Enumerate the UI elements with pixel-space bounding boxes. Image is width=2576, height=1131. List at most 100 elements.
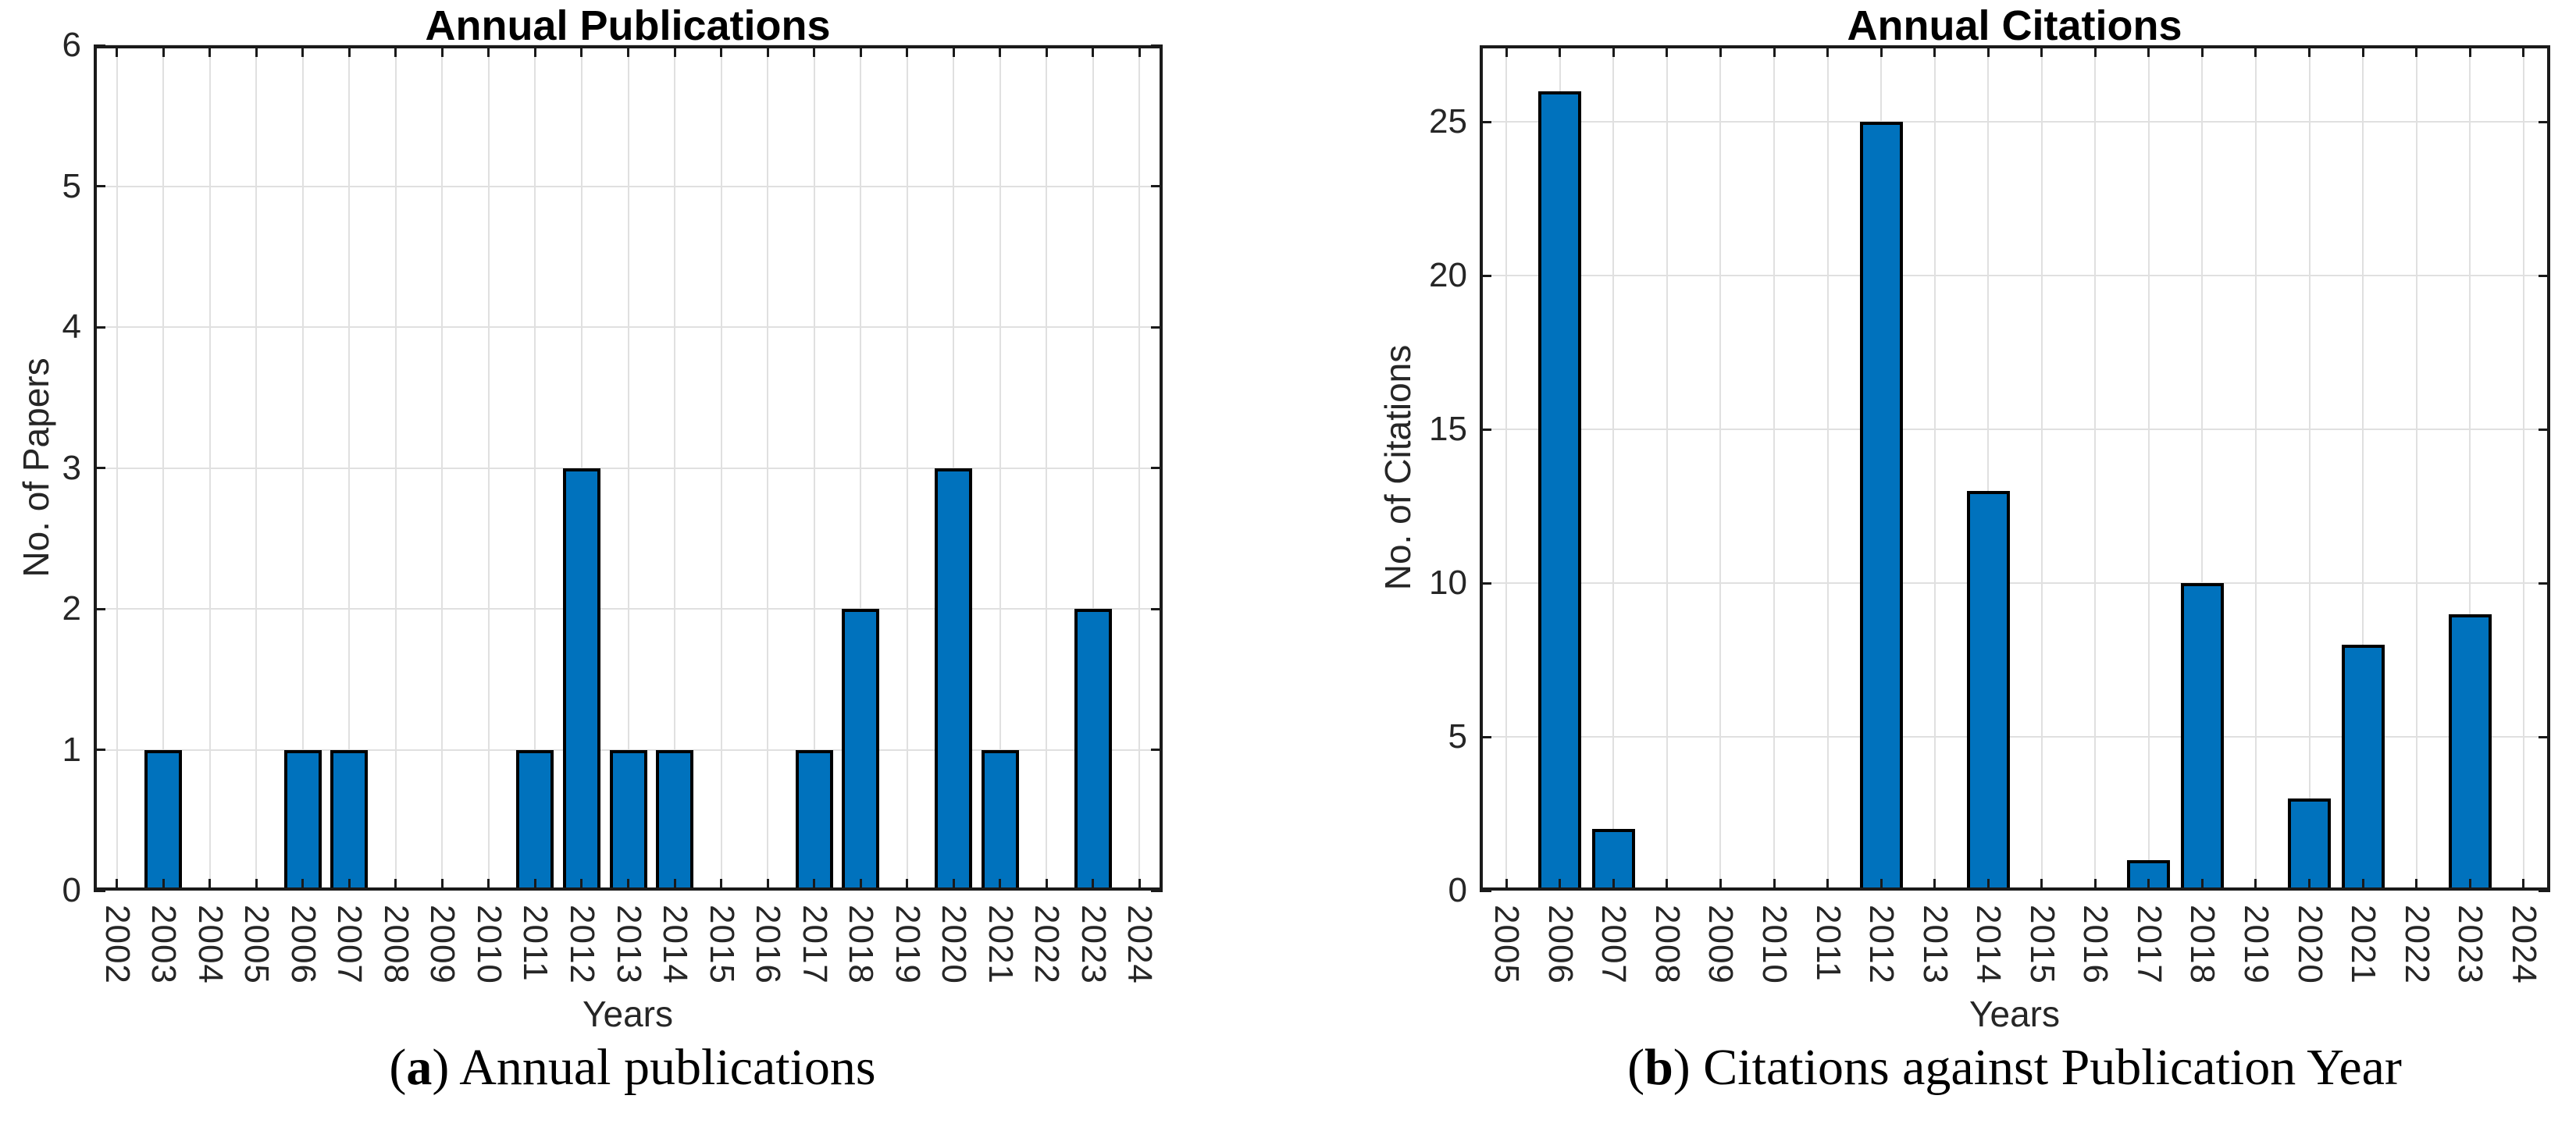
x-tick-mark xyxy=(673,45,676,57)
x-tick-mark xyxy=(2522,879,2525,891)
x-tick-mark xyxy=(952,879,955,891)
xtick-label-2010: 2010 xyxy=(1755,905,1794,984)
plot-area: 0 1 2 3 4 5 6 2002 2003 2004 2005 2006 2007 2008 2009 2… xyxy=(62,27,1163,984)
x-tick-mark xyxy=(1666,879,1669,891)
bar-2012 xyxy=(1859,122,1903,891)
xtick-label-2008: 2008 xyxy=(376,905,415,984)
xtick-label-2023: 2023 xyxy=(2451,905,2490,984)
y-tick-mark xyxy=(1151,325,1163,329)
xtick-label-2007: 2007 xyxy=(330,905,369,984)
x-tick-mark xyxy=(1986,45,1990,57)
x-tick-mark xyxy=(627,879,629,891)
xtick-label-2013: 2013 xyxy=(1915,905,1954,984)
xtick-label-2005: 2005 xyxy=(1488,905,1527,984)
x-tick-mark xyxy=(162,45,165,57)
xtick-label-2006: 2006 xyxy=(1541,905,1580,984)
xtick-label-2016: 2016 xyxy=(2076,905,2115,984)
x-tick-mark xyxy=(2415,879,2418,891)
bar-2020 xyxy=(935,468,973,891)
x-tick-mark xyxy=(1559,45,1562,57)
y-tick-mark xyxy=(94,325,105,329)
gridline-vertical xyxy=(441,45,444,891)
gridline-vertical xyxy=(116,45,118,891)
xtick-label-2005: 2005 xyxy=(237,905,276,984)
x-tick-mark xyxy=(1826,45,1830,57)
bar-2021 xyxy=(981,749,1019,891)
x-tick-mark xyxy=(1559,879,1562,891)
ytick-label-2: 2 xyxy=(62,589,81,628)
gridline-vertical xyxy=(2040,45,2043,891)
x-tick-mark xyxy=(2040,45,2043,57)
xtick-label-2024: 2024 xyxy=(1121,905,1160,984)
gridline-vertical xyxy=(2522,45,2524,891)
x-tick-mark xyxy=(766,879,769,891)
x-tick-mark xyxy=(116,45,119,57)
bar-2014 xyxy=(656,749,694,891)
x-tick-mark xyxy=(208,45,212,57)
x-tick-mark xyxy=(533,879,536,891)
x-tick-mark xyxy=(162,879,165,891)
caption-close-paren: ) xyxy=(1673,1039,1704,1096)
x-tick-mark xyxy=(2200,879,2204,891)
x-axis-label: Years xyxy=(1969,994,2060,1034)
xtick-label-2018: 2018 xyxy=(2183,905,2222,984)
gridline-vertical xyxy=(1987,45,1990,891)
gridline-vertical xyxy=(906,45,908,891)
xtick-label-2017: 2017 xyxy=(795,905,834,984)
xtick-label-2023: 2023 xyxy=(1074,905,1113,984)
x-tick-mark xyxy=(813,45,816,57)
x-tick-mark xyxy=(1666,45,1669,57)
x-tick-mark xyxy=(2308,879,2311,891)
gridline-vertical xyxy=(860,45,862,891)
x-tick-mark xyxy=(2254,45,2257,57)
bar-2006 xyxy=(1538,91,1582,891)
y-tick-mark xyxy=(94,185,105,187)
gridline-horizontal xyxy=(1480,736,2550,738)
ytick-label-10: 10 xyxy=(1429,564,1467,603)
xtick-label-2020: 2020 xyxy=(2290,905,2329,984)
x-tick-mark xyxy=(2147,879,2150,891)
x-tick-mark xyxy=(2522,45,2525,57)
xtick-label-2013: 2013 xyxy=(609,905,648,984)
bar-2006 xyxy=(283,749,322,891)
xtick-label-2011: 2011 xyxy=(1808,905,1847,982)
y-tick-mark xyxy=(1480,274,1491,277)
x-tick-mark xyxy=(301,45,305,57)
gridline-vertical xyxy=(720,45,722,891)
xtick-label-2010: 2010 xyxy=(469,905,508,984)
x-tick-mark xyxy=(906,45,909,57)
y-tick-mark xyxy=(1480,735,1491,738)
gridline-horizontal xyxy=(1480,582,2550,585)
x-tick-mark xyxy=(720,879,723,891)
chart-title: Annual Citations xyxy=(1847,2,2182,49)
xtick-label-2014: 2014 xyxy=(656,905,695,984)
plot-box-border xyxy=(1480,45,2550,891)
gridline-vertical xyxy=(1505,45,1508,891)
bar-2007 xyxy=(330,749,369,891)
xtick-label-2009: 2009 xyxy=(1701,905,1740,984)
gridline-vertical xyxy=(1612,45,1615,891)
chart-title: Annual Publications xyxy=(425,2,831,49)
x-tick-mark xyxy=(2200,45,2204,57)
gridline-vertical xyxy=(301,45,304,891)
x-tick-mark xyxy=(2040,879,2043,891)
x-tick-mark xyxy=(2147,45,2150,57)
gridline-horizontal xyxy=(1480,429,2550,431)
y-tick-mark xyxy=(94,889,105,892)
x-tick-mark xyxy=(1986,879,1990,891)
x-tick-mark xyxy=(1719,879,1722,891)
gridline-vertical xyxy=(1933,45,1936,891)
gridline-vertical xyxy=(162,45,165,891)
ytick-label-3: 3 xyxy=(62,448,81,487)
xtick-label-2004: 2004 xyxy=(191,905,230,984)
gridline-vertical xyxy=(394,45,397,891)
x-tick-mark xyxy=(2468,879,2471,891)
bar-2012 xyxy=(562,468,600,891)
y-tick-mark xyxy=(1151,749,1163,751)
gridline-vertical xyxy=(255,45,258,891)
x-tick-mark xyxy=(1612,45,1615,57)
bar-2013 xyxy=(609,749,647,891)
gridline-horizontal xyxy=(1480,121,2550,123)
xtick-label-2015: 2015 xyxy=(702,905,741,984)
